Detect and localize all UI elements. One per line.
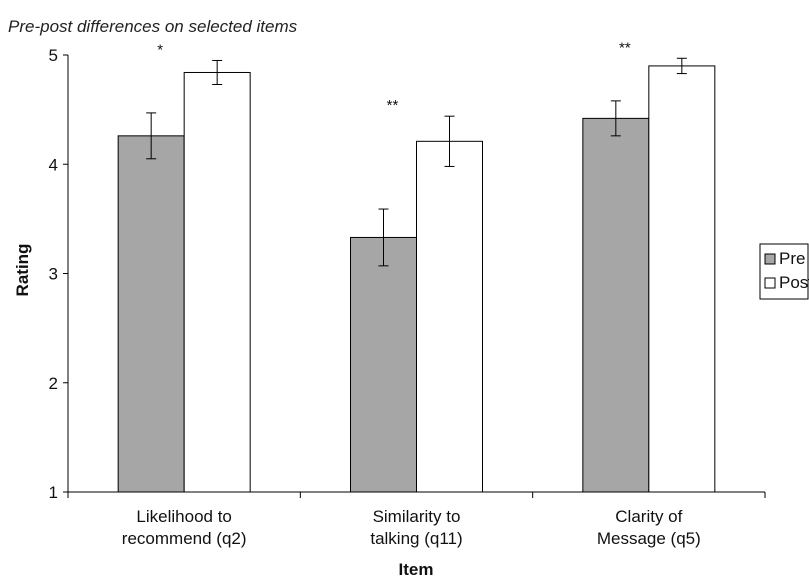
bar-post	[648, 65, 716, 493]
y-tick-label: 1	[49, 483, 58, 502]
bar-post	[416, 140, 483, 493]
x-category-label: recommend (q2)	[122, 529, 247, 548]
significance-marker: **	[387, 97, 399, 114]
bars-group	[117, 65, 716, 493]
error-bars-group	[146, 57, 687, 267]
bar-pre	[350, 236, 417, 493]
x-category-label: Likelihood to	[136, 507, 231, 526]
bar-pre	[582, 117, 650, 493]
legend-swatch-post	[764, 277, 776, 289]
x-category-label: talking (q11)	[370, 529, 462, 548]
y-axis-ticks: 1 2 3 4 5	[49, 46, 68, 502]
y-tick-label: 3	[49, 265, 58, 284]
significance-marker: **	[619, 39, 631, 56]
bar-pre	[117, 135, 185, 493]
x-category-label: Similarity to	[373, 507, 461, 526]
legend-label-pre: Pre	[779, 249, 805, 268]
x-category-label: Clarity of	[615, 507, 682, 526]
x-category-label: Message (q5)	[597, 529, 701, 548]
y-axis-label: Rating	[13, 244, 32, 297]
legend-box	[759, 243, 809, 300]
legend-swatch-pre	[764, 253, 776, 265]
y-tick-label: 4	[49, 155, 58, 174]
x-axis-categories: Likelihood to recommend (q2) Similarity to…	[67, 492, 766, 548]
legend-label-post: Post	[779, 273, 809, 292]
significance-markers: *****	[157, 39, 631, 114]
legend: Pre Post	[759, 243, 809, 300]
significance-marker: *	[157, 41, 163, 58]
chart-title: Pre-post differences on selected items	[8, 17, 298, 36]
bar-post	[183, 71, 251, 493]
x-axis-label: Item	[399, 560, 434, 579]
y-tick-label: 2	[49, 374, 58, 393]
y-tick-label: 5	[49, 46, 58, 65]
